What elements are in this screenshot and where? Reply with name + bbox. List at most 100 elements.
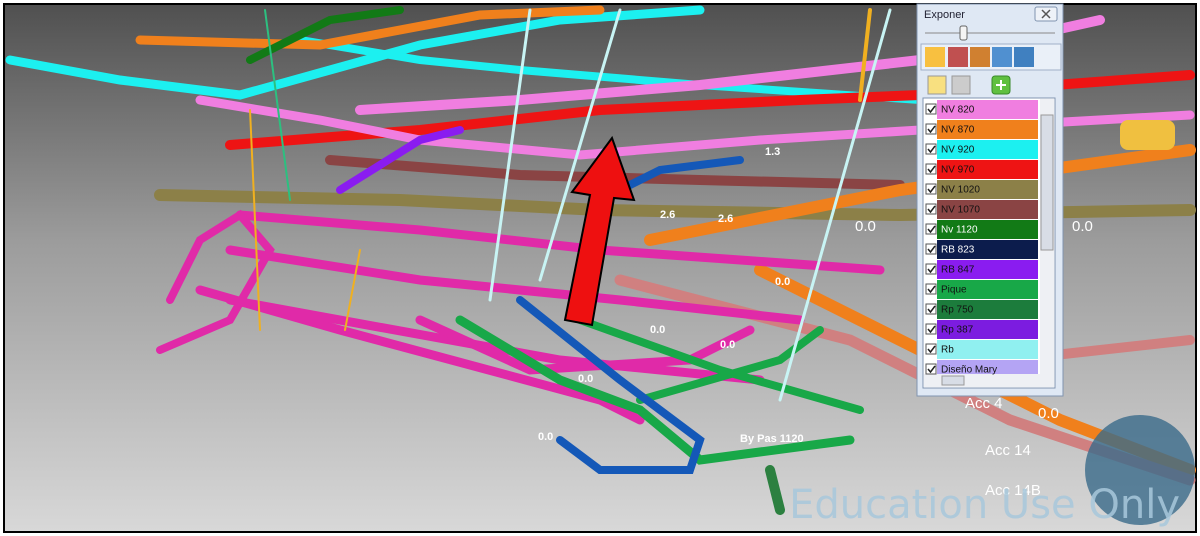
layer-name: NV 870 [941,125,975,136]
layer-row[interactable]: Rp 750 [925,300,1038,319]
flow-label: 2.6 [718,213,733,225]
layer-color [937,140,1038,159]
layer-color [937,240,1038,259]
layer-row[interactable]: Rp 387 [925,320,1038,339]
layer-color [937,160,1038,179]
layer-row[interactable]: Nv 1120 [925,220,1038,239]
layer-color [937,340,1038,359]
checkmark [927,165,936,174]
tool-button[interactable] [970,47,990,67]
bulb-on-button[interactable] [927,75,947,95]
tool-button[interactable] [925,47,945,67]
layer-row[interactable]: NV 920 [925,140,1038,159]
checkbox[interactable] [925,223,937,235]
tool-button[interactable] [948,47,968,67]
checkmark [927,125,936,134]
checkmark [927,225,936,234]
flow-label: Acc 14 [985,442,1031,459]
flow-label: 0.0 [650,324,665,336]
layer-row[interactable]: RB 823 [925,240,1038,259]
layer-row[interactable]: Pique [925,280,1038,299]
flow-label: 0.0 [578,373,593,385]
layer-row[interactable]: NV 1070 [925,200,1038,219]
layer-color [937,300,1038,319]
flow-label: Acc 4 [965,395,1003,412]
checkbox[interactable] [925,243,937,255]
bulb-off-button[interactable] [951,75,971,95]
layer-name: Diseño Mary [941,365,997,376]
exponer-panel: Exponer NV 820 NV 870 NV 920 NV 970 NV 1020 N… [916,3,1064,397]
flow-label: 2.6 [660,209,675,221]
layer-color [937,200,1038,219]
layer-row[interactable]: Diseño Mary [925,360,1038,376]
layer-name: NV 820 [941,105,975,116]
layer-row[interactable]: NV 820 [925,100,1038,119]
layer-name: Rp 387 [941,325,974,336]
layer-row[interactable]: RB 847 [925,260,1038,279]
watermark: Education Use Only [789,482,1180,528]
layer-color [937,220,1038,239]
h-scroll-thumb[interactable] [941,375,965,386]
layer-color [937,280,1038,299]
checkmark [927,205,936,214]
layer-name: Rb [941,345,954,356]
checkmark [927,145,936,154]
checkmark [927,345,936,354]
layer-color [937,320,1038,339]
layer-row[interactable]: NV 1020 [925,180,1038,199]
layer-row[interactable]: Rb [925,340,1038,359]
layer-color [937,260,1038,279]
panel-title: Exponer [924,9,965,21]
tunnels [5,5,1196,525]
layer-color [937,100,1038,119]
flow-label: Acc 14B [985,482,1041,499]
layer-color [937,360,1038,374]
tool-button[interactable] [992,47,1012,67]
checkbox[interactable] [925,203,937,215]
checkmark [927,285,936,294]
add-icon [996,80,1006,90]
checkmark [927,185,936,194]
checkbox[interactable] [925,143,937,155]
checkbox[interactable] [925,123,937,135]
tool-button[interactable] [1014,47,1034,67]
flow-label: 0.0 [775,276,790,288]
checkbox[interactable] [925,103,937,115]
checkbox[interactable] [925,283,937,295]
flow-label: By Pas 1120 [740,433,804,445]
slider-thumb[interactable] [959,25,968,41]
checkmark [927,105,936,114]
red-arrow [563,135,636,327]
checkbox[interactable] [925,263,937,275]
checkmark [927,325,936,334]
view-labels: 0.0 0.0 0.0 0.0 0.0 0.0 0.0 2.6 2.6 1.3 … [538,146,1093,499]
layer-name: RB 823 [941,245,975,256]
checkbox[interactable] [925,163,937,175]
layer-color [937,180,1038,199]
close-icon [1041,9,1051,19]
layer-name: NV 970 [941,165,975,176]
layer-row[interactable]: NV 870 [925,120,1038,139]
checkmark [927,365,936,374]
layer-name: Pique [941,285,967,296]
checkbox[interactable] [925,303,937,315]
checkmark [927,305,936,314]
checkbox[interactable] [925,183,937,195]
layer-name: RB 847 [941,265,975,276]
layer-name: Rp 750 [941,305,974,316]
flow-label: 0.0 [855,218,876,235]
checkbox[interactable] [925,343,937,355]
checkbox[interactable] [925,323,937,335]
layer-name: Nv 1120 [941,225,978,236]
flow-label: 1.3 [765,146,780,158]
layer-name: NV 920 [941,145,975,156]
layer-name: NV 1020 [941,185,980,196]
layer-name: NV 1070 [941,205,980,216]
flow-label: 0.0 [1072,218,1093,235]
checkbox[interactable] [925,363,937,375]
layer-color [937,120,1038,139]
v-scroll-thumb[interactable] [1040,114,1054,251]
layer-row[interactable]: NV 970 [925,160,1038,179]
checkmark [927,265,936,274]
